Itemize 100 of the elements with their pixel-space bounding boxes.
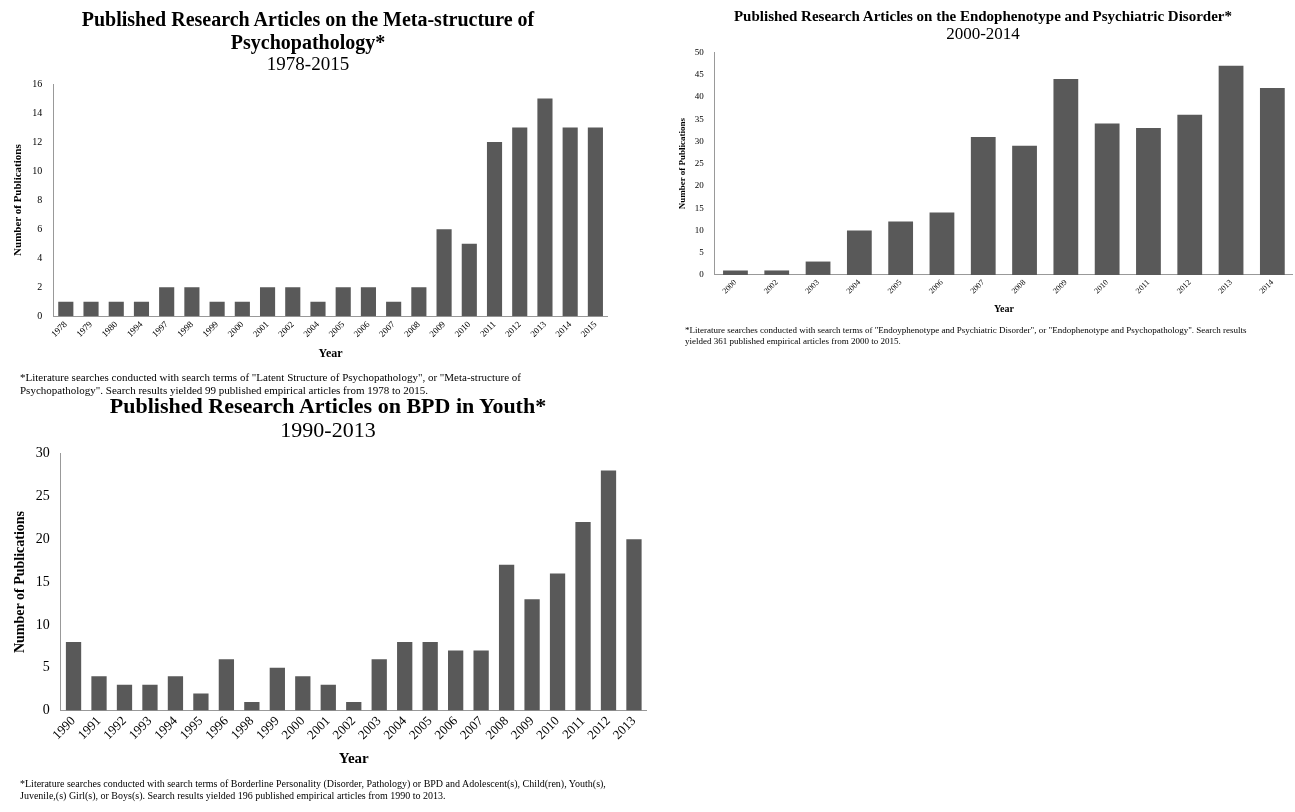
- bar: [600, 471, 617, 712]
- y-tick-label: 15: [35, 574, 50, 590]
- bar: [310, 301, 326, 317]
- bar: [575, 522, 591, 712]
- bar: [116, 685, 133, 712]
- y-tick-label: 25: [694, 157, 705, 168]
- bar: [335, 287, 351, 317]
- y-tick-label: 10: [694, 224, 705, 235]
- chart-subtitle: 1978-2015: [266, 53, 350, 75]
- bar: [448, 651, 464, 712]
- bar: [65, 642, 82, 712]
- y-tick-label: 20: [35, 531, 50, 547]
- bar: [209, 301, 225, 317]
- bar: [512, 127, 528, 317]
- y-tick-label: 14: [32, 106, 43, 118]
- bar: [846, 230, 872, 275]
- y-tick-label: 10: [32, 164, 43, 176]
- y-tick-label: 0: [699, 269, 705, 280]
- bar: [259, 287, 276, 317]
- bar: [295, 676, 311, 712]
- y-tick-label: 10: [35, 617, 50, 633]
- bar: [244, 702, 260, 712]
- bar: [723, 270, 748, 275]
- bar: [371, 659, 387, 712]
- y-tick-label: 50: [694, 46, 705, 57]
- y-tick-label: 6: [37, 222, 43, 234]
- bar: [58, 301, 74, 317]
- chart-subtitle: 1990-2013: [279, 417, 377, 443]
- bar: [234, 301, 250, 317]
- y-tick-label: 30: [694, 135, 705, 146]
- bar: [587, 127, 603, 317]
- bar: [397, 642, 413, 712]
- chart-subtitle: 2000-2014: [945, 24, 1021, 44]
- bar: [486, 141, 503, 317]
- bar: [805, 261, 831, 275]
- chart-title: Published Research Articles on the Endophenotype and Psychiatric Disorder*: [732, 8, 1234, 26]
- bar: [108, 301, 124, 317]
- x-tick-label: 2011: [558, 713, 588, 743]
- bar: [422, 642, 438, 712]
- chart-title: Published Research Articles on the Meta-structure of Psychopathology*: [80, 8, 536, 54]
- bar: [498, 565, 515, 712]
- bar: [929, 212, 955, 275]
- bar: [193, 693, 209, 712]
- bar: [562, 127, 578, 317]
- x-tick-label: 2002: [276, 318, 296, 339]
- bar: [473, 651, 489, 712]
- y-tick-label: 2: [37, 280, 43, 292]
- bar: [133, 301, 150, 317]
- y-tick-label: 4: [37, 251, 43, 263]
- bar: [159, 287, 175, 317]
- x-tick-label: 2001: [250, 318, 271, 339]
- bar: [970, 136, 996, 275]
- bar: [167, 676, 184, 712]
- bar: [549, 573, 566, 712]
- bar: [320, 685, 336, 712]
- bar: [142, 685, 158, 712]
- bar: [1053, 79, 1079, 275]
- x-tick-label: 1999: [252, 713, 282, 743]
- y-tick-label: 20: [694, 180, 705, 191]
- y-axis-title: Number of Publications: [11, 143, 24, 256]
- bar: [218, 659, 235, 712]
- bar: [764, 270, 790, 275]
- bar: [346, 702, 362, 712]
- bar: [436, 229, 452, 317]
- y-tick-label: 45: [694, 68, 705, 79]
- y-tick-label: 12: [32, 135, 43, 147]
- y-tick-label: 5: [699, 246, 705, 257]
- y-tick-label: 25: [35, 488, 50, 504]
- bar: [524, 599, 540, 712]
- bar: [1177, 114, 1203, 275]
- bar: [537, 98, 553, 317]
- y-tick-label: 5: [42, 659, 50, 675]
- bar: [285, 287, 301, 317]
- y-tick-label: 0: [42, 702, 50, 718]
- x-tick-label: 2011: [478, 318, 498, 339]
- y-tick-label: 35: [694, 113, 705, 124]
- y-axis-title: Number of Publications: [676, 117, 687, 210]
- bar: [1012, 145, 1037, 275]
- bar: [360, 287, 376, 317]
- bar: [461, 243, 477, 317]
- bar: [1218, 65, 1244, 275]
- bar: [411, 287, 427, 317]
- x-axis-title: Year: [993, 302, 1015, 314]
- y-tick-label: 8: [37, 193, 43, 205]
- text: *Literature searches conducted with search terms of "Endoyphenotype and Psychiatric Disorder", or "Endophenotype and Psychopathology". Search results yielded 361 published empirical articles from 2000 to 2015.: [684, 323, 1248, 347]
- bar: [184, 287, 200, 317]
- bar: [1259, 87, 1285, 275]
- y-axis-title: Number of Publications: [12, 510, 28, 654]
- y-tick-label: 30: [35, 445, 50, 461]
- x-axis-title: Year: [338, 750, 370, 767]
- bar: [1136, 127, 1161, 275]
- x-axis-title: Year: [318, 345, 344, 360]
- bar: [626, 539, 642, 712]
- bar: [91, 676, 107, 712]
- bar: [888, 221, 914, 275]
- bar: [269, 668, 285, 712]
- x-tick-label: 2012: [503, 318, 523, 339]
- y-tick-label: 15: [694, 202, 705, 213]
- y-tick-label: 16: [32, 77, 43, 89]
- bar: [1094, 123, 1120, 275]
